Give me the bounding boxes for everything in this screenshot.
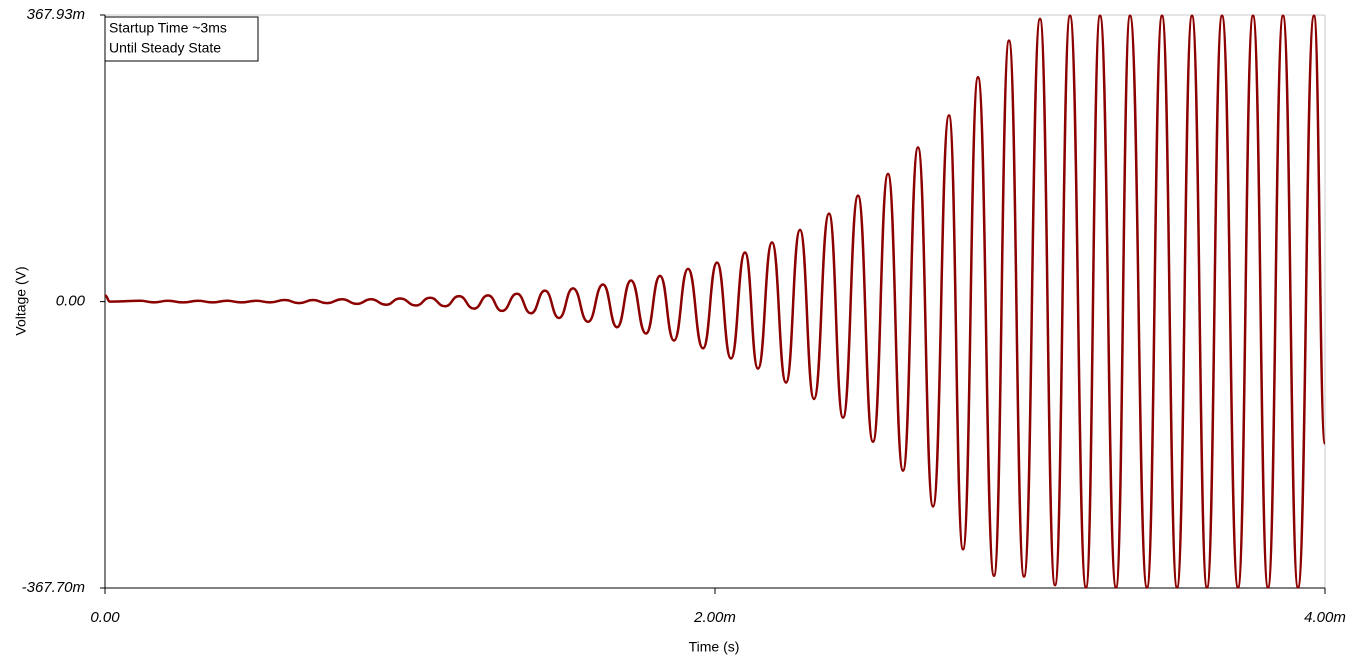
- y-axis-title: Voltage (V): [13, 266, 29, 335]
- y-tick-label: 367.93m: [27, 6, 85, 23]
- y-tick-label: 0.00: [56, 293, 86, 310]
- annotation: Startup Time ~3ms: [109, 20, 227, 36]
- x-axis-title: Time (s): [689, 639, 740, 655]
- x-tick-label: 0.00: [90, 609, 120, 626]
- x-tick-label: 4.00m: [1304, 609, 1346, 626]
- annotation-box: [104, 16, 259, 62]
- x-tick-label: 2.00m: [693, 609, 736, 626]
- plot-area: [104, 14, 1327, 589]
- signal-line: [104, 14, 1327, 589]
- annotation: Until Steady State: [109, 40, 221, 56]
- y-tick-label: -367.70m: [22, 579, 85, 596]
